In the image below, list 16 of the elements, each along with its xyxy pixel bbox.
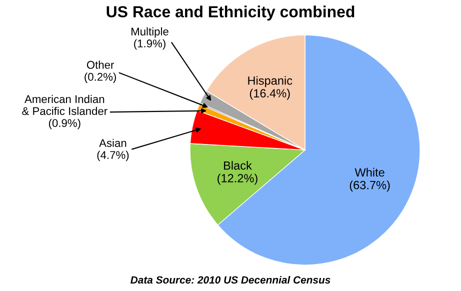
data-label: (1.9%) xyxy=(134,39,166,50)
slice-label: Asian xyxy=(99,138,126,147)
source-note: Data Source: 2010 US Decennial Census xyxy=(130,276,330,284)
data-label: (0.2%) xyxy=(84,72,116,83)
chart-title: US Race and Ethnicity combined xyxy=(106,6,354,21)
slice-label: Black xyxy=(224,161,252,170)
data-label: (63.7%) xyxy=(350,180,390,192)
slice-label: Hispanic xyxy=(248,76,292,88)
slice-label: American Indian & Pacific Islander xyxy=(22,94,108,116)
data-label: (12.2%) xyxy=(218,174,258,185)
slice-label: White xyxy=(354,168,384,177)
slice-label: Multiple xyxy=(132,27,168,38)
data-label: (0.9%) xyxy=(48,118,80,130)
data-label: (16.4%) xyxy=(250,88,290,100)
data-label: (4.7%) xyxy=(97,150,129,162)
slice-label: Other xyxy=(86,60,114,69)
